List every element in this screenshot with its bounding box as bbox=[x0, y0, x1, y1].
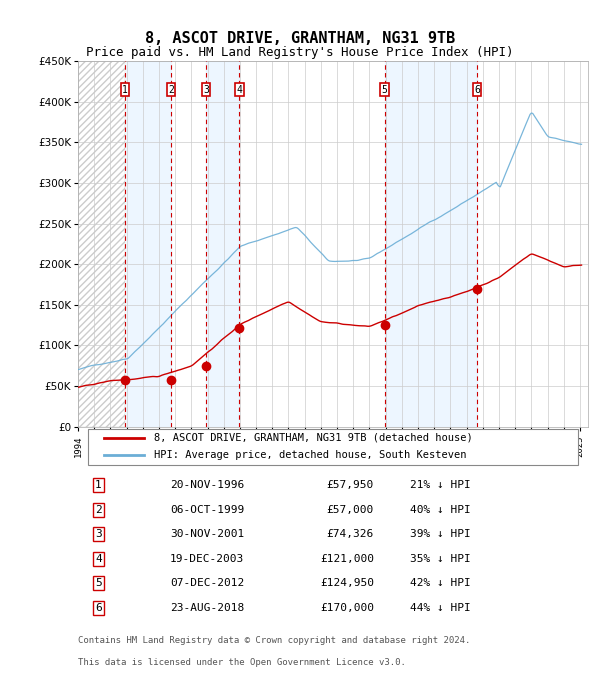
Bar bbox=[385, 61, 477, 426]
Text: 06-OCT-1999: 06-OCT-1999 bbox=[170, 505, 244, 515]
Text: 8, ASCOT DRIVE, GRANTHAM, NG31 9TB (detached house): 8, ASCOT DRIVE, GRANTHAM, NG31 9TB (deta… bbox=[155, 432, 473, 443]
Text: 5: 5 bbox=[95, 579, 102, 588]
Text: 4: 4 bbox=[95, 554, 102, 564]
Text: 1: 1 bbox=[95, 480, 102, 490]
Text: 19-DEC-2003: 19-DEC-2003 bbox=[170, 554, 244, 564]
Text: £124,950: £124,950 bbox=[320, 579, 374, 588]
Text: £57,950: £57,950 bbox=[326, 480, 374, 490]
Text: £74,326: £74,326 bbox=[326, 529, 374, 539]
Bar bbox=[125, 61, 171, 426]
Text: 8, ASCOT DRIVE, GRANTHAM, NG31 9TB: 8, ASCOT DRIVE, GRANTHAM, NG31 9TB bbox=[145, 31, 455, 46]
Text: 35% ↓ HPI: 35% ↓ HPI bbox=[409, 554, 470, 564]
Text: £121,000: £121,000 bbox=[320, 554, 374, 564]
Text: 39% ↓ HPI: 39% ↓ HPI bbox=[409, 529, 470, 539]
Text: 3: 3 bbox=[203, 84, 209, 95]
Text: 44% ↓ HPI: 44% ↓ HPI bbox=[409, 603, 470, 613]
Text: 2: 2 bbox=[168, 84, 174, 95]
Text: 6: 6 bbox=[474, 84, 480, 95]
Text: 3: 3 bbox=[95, 529, 102, 539]
Text: This data is licensed under the Open Government Licence v3.0.: This data is licensed under the Open Gov… bbox=[78, 658, 406, 667]
Text: 23-AUG-2018: 23-AUG-2018 bbox=[170, 603, 244, 613]
Text: 2: 2 bbox=[95, 505, 102, 515]
Text: 20-NOV-1996: 20-NOV-1996 bbox=[170, 480, 244, 490]
Text: 30-NOV-2001: 30-NOV-2001 bbox=[170, 529, 244, 539]
Text: 5: 5 bbox=[382, 84, 388, 95]
Text: 6: 6 bbox=[95, 603, 102, 613]
Text: 1: 1 bbox=[122, 84, 128, 95]
FancyBboxPatch shape bbox=[88, 428, 578, 464]
Text: £57,000: £57,000 bbox=[326, 505, 374, 515]
Text: 4: 4 bbox=[236, 84, 242, 95]
Text: 07-DEC-2012: 07-DEC-2012 bbox=[170, 579, 244, 588]
Bar bbox=[78, 61, 125, 426]
Text: 21% ↓ HPI: 21% ↓ HPI bbox=[409, 480, 470, 490]
Text: 40% ↓ HPI: 40% ↓ HPI bbox=[409, 505, 470, 515]
Text: Price paid vs. HM Land Registry's House Price Index (HPI): Price paid vs. HM Land Registry's House … bbox=[86, 46, 514, 59]
Text: 42% ↓ HPI: 42% ↓ HPI bbox=[409, 579, 470, 588]
Bar bbox=[206, 61, 239, 426]
Text: HPI: Average price, detached house, South Kesteven: HPI: Average price, detached house, Sout… bbox=[155, 450, 467, 460]
Text: Contains HM Land Registry data © Crown copyright and database right 2024.: Contains HM Land Registry data © Crown c… bbox=[78, 636, 470, 645]
Text: £170,000: £170,000 bbox=[320, 603, 374, 613]
